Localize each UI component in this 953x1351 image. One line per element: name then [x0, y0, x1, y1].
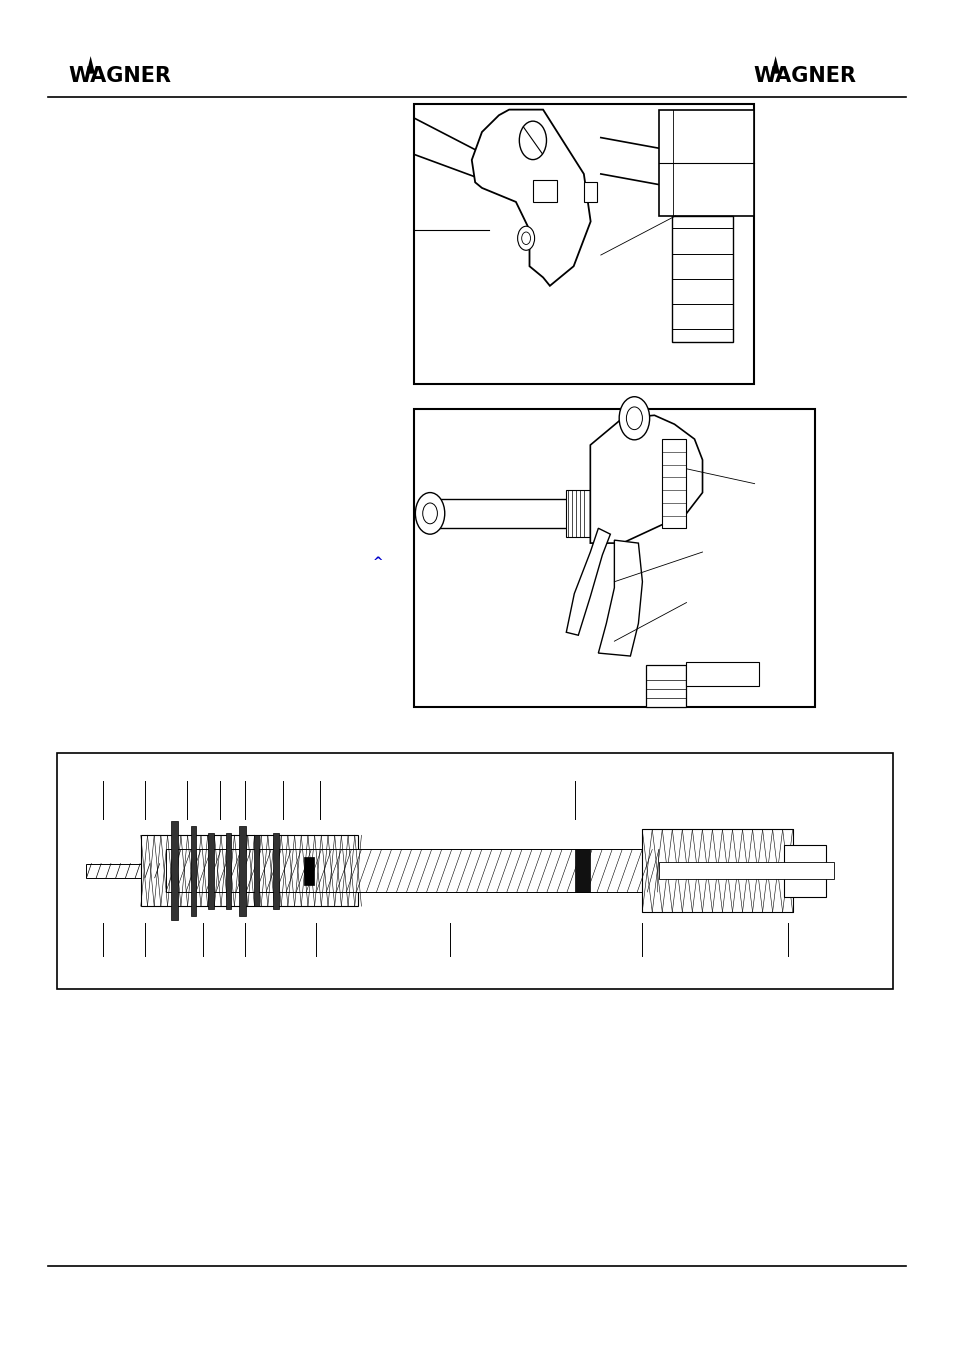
- Bar: [57, 753, 892, 989]
- Bar: [672, 216, 733, 342]
- Bar: [239, 825, 246, 916]
- Text: ^: ^: [372, 555, 383, 569]
- Bar: [533, 180, 557, 201]
- Bar: [191, 825, 195, 916]
- Bar: [641, 830, 792, 912]
- Bar: [171, 821, 177, 920]
- Bar: [583, 182, 597, 201]
- Bar: [141, 835, 357, 907]
- Polygon shape: [86, 57, 94, 74]
- Bar: [273, 832, 278, 908]
- Circle shape: [422, 503, 436, 524]
- Circle shape: [626, 407, 641, 430]
- Bar: [87, 863, 174, 878]
- Bar: [783, 844, 825, 897]
- Circle shape: [415, 493, 444, 534]
- Text: WAGNER: WAGNER: [753, 66, 856, 86]
- Polygon shape: [770, 57, 779, 74]
- Bar: [303, 857, 314, 885]
- Bar: [686, 662, 758, 686]
- Bar: [646, 665, 686, 707]
- Bar: [414, 104, 753, 384]
- Polygon shape: [598, 540, 641, 657]
- Bar: [659, 862, 834, 880]
- Circle shape: [521, 232, 530, 245]
- Polygon shape: [590, 415, 701, 543]
- Text: WAGNER: WAGNER: [69, 66, 172, 86]
- Bar: [575, 850, 590, 892]
- Polygon shape: [566, 528, 610, 635]
- Polygon shape: [472, 109, 590, 286]
- Bar: [661, 439, 686, 528]
- Circle shape: [618, 397, 649, 440]
- Bar: [566, 489, 590, 538]
- Bar: [430, 499, 581, 528]
- Bar: [414, 409, 814, 707]
- Bar: [166, 850, 659, 892]
- Bar: [208, 832, 213, 908]
- Bar: [254, 835, 259, 907]
- Bar: [658, 109, 753, 216]
- Circle shape: [517, 226, 534, 250]
- Bar: [226, 832, 231, 908]
- Circle shape: [518, 122, 546, 159]
